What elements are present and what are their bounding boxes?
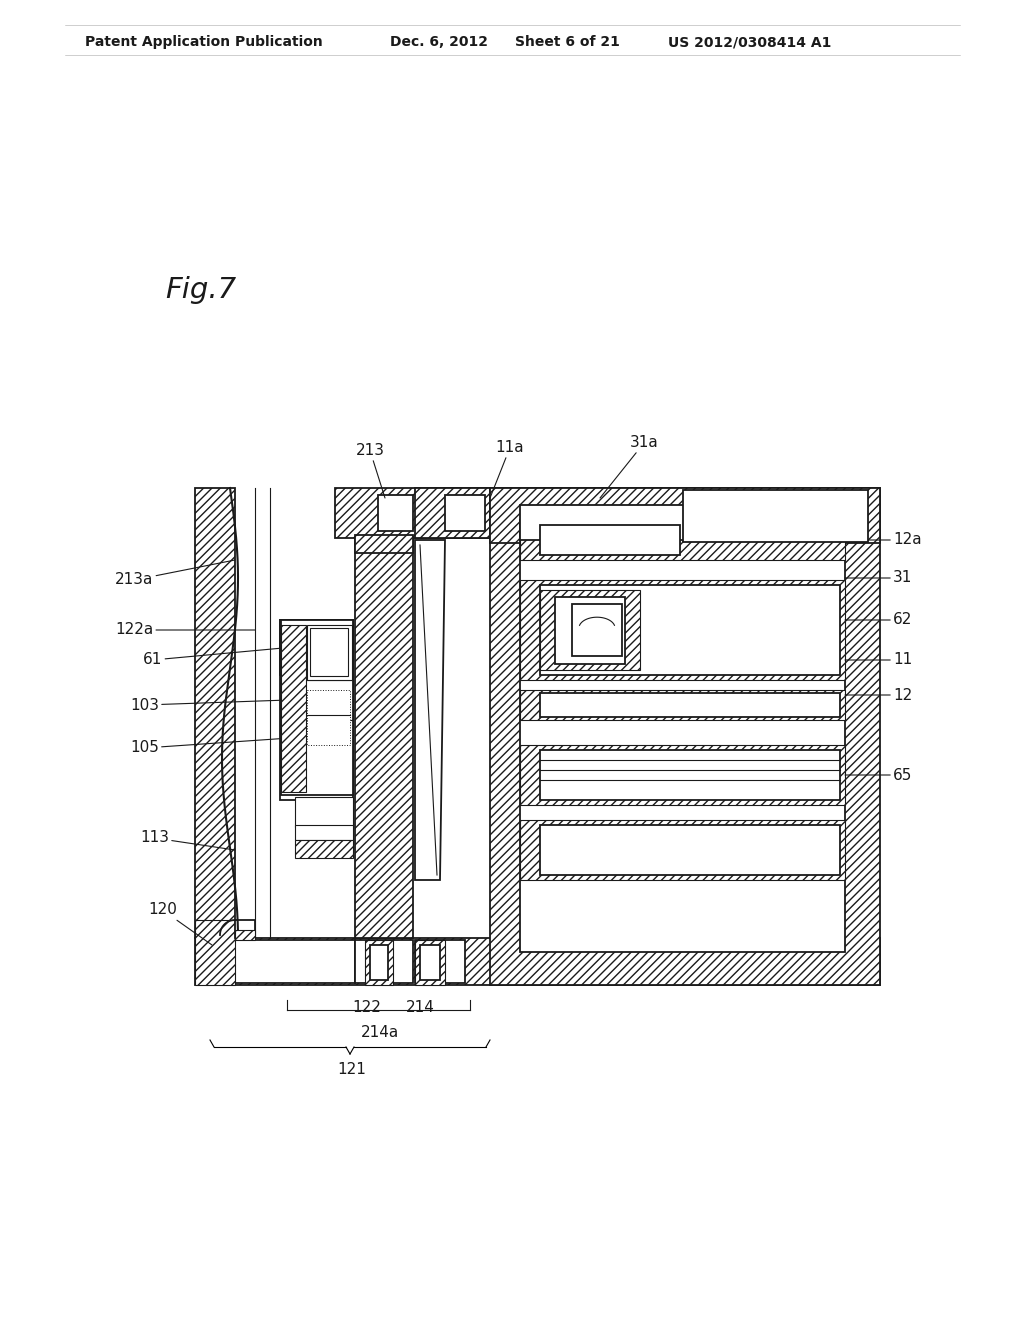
Bar	[540, 750, 840, 800]
Bar	[195, 488, 234, 939]
Polygon shape	[415, 540, 445, 880]
Bar	[295, 797, 353, 828]
Bar	[280, 620, 353, 800]
Bar	[490, 488, 880, 985]
Bar	[540, 590, 640, 671]
Bar	[370, 945, 388, 979]
Bar	[540, 825, 840, 875]
Text: 65: 65	[845, 767, 912, 783]
Bar	[555, 597, 625, 664]
Text: 113: 113	[140, 830, 234, 850]
Bar	[195, 939, 880, 985]
Text: 213a: 213a	[115, 560, 234, 587]
Bar	[520, 506, 720, 540]
Text: Dec. 6, 2012: Dec. 6, 2012	[390, 36, 488, 49]
Text: 62: 62	[845, 612, 912, 627]
Bar	[355, 940, 413, 983]
Bar	[234, 920, 255, 939]
Bar	[335, 488, 490, 539]
Text: 11a: 11a	[490, 440, 524, 498]
Bar	[445, 495, 485, 531]
Bar	[355, 539, 413, 939]
Text: 12: 12	[845, 688, 912, 702]
Bar	[520, 744, 845, 805]
Text: 31a: 31a	[600, 436, 658, 498]
Bar	[365, 940, 393, 985]
Bar	[415, 940, 465, 983]
Text: 11: 11	[845, 652, 912, 668]
Bar	[295, 840, 353, 858]
Bar	[520, 520, 845, 952]
Text: 214: 214	[406, 1001, 434, 1015]
Bar	[195, 920, 234, 985]
Text: 120: 120	[148, 903, 212, 945]
Bar	[540, 585, 840, 675]
Bar	[540, 525, 680, 554]
Text: 61: 61	[143, 648, 283, 668]
Text: US 2012/0308414 A1: US 2012/0308414 A1	[668, 36, 831, 49]
Bar	[281, 620, 353, 795]
Bar	[490, 488, 880, 543]
Text: Fig.7: Fig.7	[165, 276, 237, 304]
Bar	[540, 693, 840, 717]
Bar	[310, 628, 348, 676]
Text: 122a: 122a	[115, 623, 255, 638]
Bar	[378, 495, 413, 531]
Bar	[355, 535, 413, 553]
Text: 31: 31	[845, 570, 912, 586]
Bar	[415, 488, 490, 539]
Text: 213: 213	[355, 444, 385, 498]
Bar	[520, 579, 845, 680]
Bar	[415, 940, 445, 985]
Bar	[234, 931, 255, 940]
Text: 105: 105	[130, 738, 290, 755]
Bar	[572, 605, 622, 656]
Text: 122: 122	[352, 1001, 381, 1015]
Text: Patent Application Publication: Patent Application Publication	[85, 36, 323, 49]
Bar	[683, 490, 868, 543]
Bar	[520, 820, 845, 880]
Bar	[234, 940, 355, 983]
Bar	[420, 945, 440, 979]
Bar	[520, 520, 845, 560]
Text: 121: 121	[338, 1063, 367, 1077]
Bar	[280, 620, 353, 675]
Text: Sheet 6 of 21: Sheet 6 of 21	[515, 36, 620, 49]
Bar	[307, 624, 352, 680]
Text: 103: 103	[130, 697, 288, 713]
Text: 12a: 12a	[845, 532, 922, 548]
Bar	[281, 624, 306, 792]
Bar	[307, 690, 350, 744]
Text: 214a: 214a	[360, 1026, 399, 1040]
Bar	[520, 690, 845, 719]
Bar	[295, 825, 353, 840]
